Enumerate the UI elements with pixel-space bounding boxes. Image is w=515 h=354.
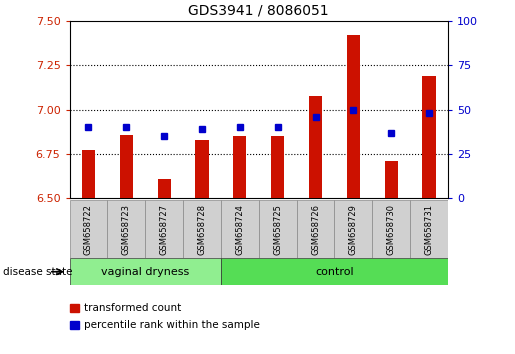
Bar (70, 304, 79, 312)
Bar (221, 200, 259, 258)
Text: GSM658728: GSM658728 (198, 204, 207, 255)
Text: GSM658731: GSM658731 (425, 204, 434, 255)
Text: disease state: disease state (3, 267, 72, 277)
Text: control: control (315, 267, 354, 277)
Bar (297, 200, 335, 258)
Text: vaginal dryness: vaginal dryness (101, 267, 190, 277)
Bar (372, 200, 410, 258)
Bar (385, 161, 398, 198)
Bar (145, 200, 183, 258)
Bar (183, 200, 221, 258)
Bar (195, 140, 209, 198)
Bar (119, 135, 133, 198)
Bar (347, 35, 360, 198)
Text: GSM658725: GSM658725 (273, 204, 282, 255)
Bar (70, 321, 79, 329)
Bar (422, 76, 436, 198)
Text: percentile rank within the sample: percentile rank within the sample (84, 320, 260, 330)
Text: GSM658727: GSM658727 (160, 204, 168, 255)
Bar (70, 258, 221, 285)
Bar (70, 200, 107, 258)
Bar (259, 200, 297, 258)
Bar (309, 96, 322, 198)
Bar (233, 136, 247, 198)
Bar (221, 258, 448, 285)
Text: GSM658724: GSM658724 (235, 204, 244, 255)
Bar (107, 200, 145, 258)
Title: GDS3941 / 8086051: GDS3941 / 8086051 (188, 3, 329, 17)
Bar (410, 200, 448, 258)
Text: GSM658726: GSM658726 (311, 204, 320, 255)
Text: GSM658723: GSM658723 (122, 204, 131, 255)
Bar (271, 136, 284, 198)
Text: GSM658730: GSM658730 (387, 204, 396, 255)
Text: GSM658722: GSM658722 (84, 204, 93, 255)
Bar (158, 179, 171, 198)
Bar (335, 200, 372, 258)
Bar (82, 150, 95, 198)
Text: GSM658729: GSM658729 (349, 204, 358, 255)
Text: transformed count: transformed count (84, 303, 181, 313)
